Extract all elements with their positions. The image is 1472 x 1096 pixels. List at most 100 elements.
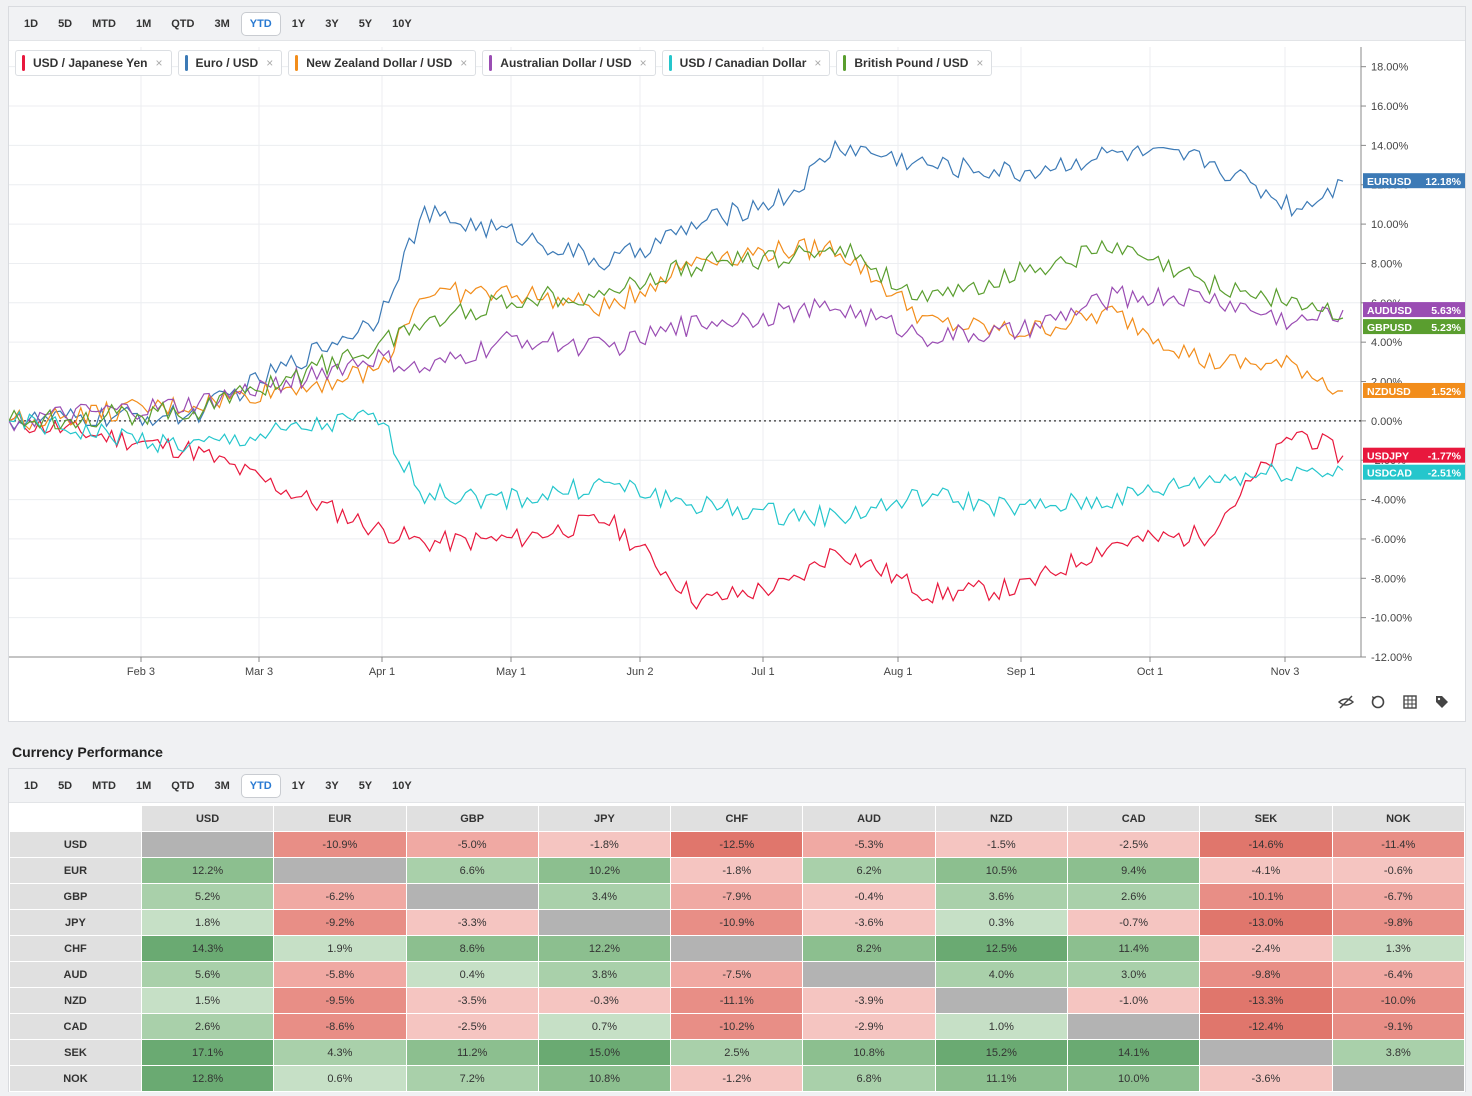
y-tick-label: -12.00% [1371,652,1412,664]
chart-range-qtd[interactable]: QTD [171,17,195,30]
matrix-cell: 1.8% [140,909,275,936]
matrix-cell: 10.8% [537,1065,672,1092]
series-line-usdjpy[interactable] [9,412,1344,610]
matrix-cell: -12.5% [670,831,804,858]
value-badge-bg [1363,302,1465,318]
matrix-cell: -2.9% [802,1013,936,1040]
matrix-col-header: NOK [1331,805,1466,832]
matrix-cell: -3.5% [405,987,539,1014]
matrix-row: AUD 5.6% -5.8% 0.4% 3.8% -7.5% 4.0% 3.0% -9.8% -6… [9,961,1466,988]
chart-range-10y[interactable]: 10Y [392,17,412,30]
legend-remove-icon[interactable]: × [155,56,163,70]
perf-range-3y[interactable]: 3Y [325,779,339,792]
reset-icon[interactable] [1369,693,1387,711]
matrix-cell [537,909,672,936]
matrix-cell: 9.4% [1066,857,1201,884]
fx-line-chart[interactable]: 18.00%16.00%14.00%12.00%10.00%8.00%6.00%… [9,41,1465,691]
legend-swatch [295,55,299,71]
tag-icon[interactable] [1433,693,1451,711]
x-tick-label: Jul 1 [751,666,774,678]
series-line-nzdusd[interactable] [9,238,1344,431]
y-tick-label: -4.00% [1371,495,1406,507]
chart-range-1m[interactable]: 1M [135,17,152,30]
perf-range-3m[interactable]: 3M [214,779,230,792]
perf-range-5y[interactable]: 5Y [358,779,373,792]
legend-remove-icon[interactable]: × [976,56,984,70]
perf-range-ytd[interactable]: YTD [240,773,281,798]
value-badge-name: AUDUSD [1367,305,1412,317]
matrix-cell: 3.6% [934,883,1068,910]
x-tick-label: Mar 3 [245,666,273,678]
matrix-cell: 12.8% [140,1065,275,1092]
matrix-row-header: NOK [9,1065,142,1092]
value-badge-bg [1363,464,1465,480]
series-line-usdcad[interactable] [9,409,1344,529]
matrix-cell [1066,1013,1201,1040]
legend-label: USD / Japanese Yen [33,56,148,70]
series-line-gbpusd[interactable] [9,239,1344,430]
legend-item[interactable]: Euro / USD × [177,50,283,76]
legend-remove-icon[interactable]: × [266,56,274,70]
perf-range-mtd[interactable]: MTD [92,779,116,792]
perf-range-1y[interactable]: 1Y [291,779,306,792]
chart-range-1d[interactable]: 1D [24,17,39,30]
series-line-audusd[interactable] [9,284,1344,432]
value-badge-bg [1363,319,1465,335]
legend-item[interactable]: USD / Canadian Dollar × [661,50,831,76]
chart-range-5y[interactable]: 5Y [358,17,373,30]
matrix-cell: -14.6% [1199,831,1333,858]
matrix-cell: -1.8% [537,831,672,858]
chart-range-3y[interactable]: 3Y [325,17,339,30]
y-tick-label: 16.00% [1371,101,1409,113]
value-badge-name: USDCAD [1367,468,1412,480]
chart-range-mtd[interactable]: MTD [92,17,116,30]
legend-item[interactable]: Australian Dollar / USD × [482,50,656,76]
legend-remove-icon[interactable]: × [639,56,647,70]
y-tick-label: 8.00% [1371,258,1402,270]
perf-range-10y[interactable]: 10Y [392,779,412,792]
matrix-cell: -9.2% [273,909,407,936]
perf-range-1d[interactable]: 1D [24,779,39,792]
legend-item[interactable]: USD / Japanese Yen × [15,50,172,76]
chart-range-5d[interactable]: 5D [58,17,73,30]
chart-legend: USD / Japanese Yen × Euro / USD × New Zealan… [15,50,998,76]
value-badge-name: GBPUSD [1367,322,1412,334]
performance-panel: 1D 5D MTD 1M QTD 3M YTD 1Y 3Y 5Y 10Y USD EUR GBP JPY C… [8,768,1466,1092]
perf-range-qtd[interactable]: QTD [171,779,195,792]
legend-swatch [843,55,847,71]
y-tick-label: 0.00% [1371,416,1402,428]
matrix-cell: -10.9% [273,831,407,858]
y-tick-label: 10.00% [1371,219,1409,231]
chart-range-1y[interactable]: 1Y [291,17,306,30]
matrix-cell: 2.6% [1066,883,1201,910]
hide-icon[interactable] [1337,693,1355,711]
matrix-cell: 7.2% [405,1065,539,1092]
matrix-cell: -9.8% [1199,961,1333,988]
legend-remove-icon[interactable]: × [814,56,822,70]
matrix-cell: 5.2% [140,883,275,910]
series-line-eurusd[interactable] [9,139,1344,431]
grid-icon[interactable] [1401,693,1419,711]
matrix-cell: 2.5% [670,1039,804,1066]
chart-range-3m[interactable]: 3M [214,17,230,30]
perf-range-1m[interactable]: 1M [135,779,152,792]
matrix-cell: 1.5% [140,987,275,1014]
legend-remove-icon[interactable]: × [460,56,468,70]
matrix-cell: 5.6% [140,961,275,988]
matrix-cell: -0.4% [802,883,936,910]
legend-item[interactable]: New Zealand Dollar / USD × [288,50,477,76]
chart-range-ytd[interactable]: YTD [240,11,281,36]
value-badge-value: -2.51% [1428,468,1462,480]
value-badge-value: 5.23% [1431,322,1461,334]
value-badge-name: EURUSD [1367,176,1412,188]
matrix-col-header: NZD [934,805,1068,832]
matrix-cell: -5.0% [405,831,539,858]
perf-range-5d[interactable]: 5D [58,779,73,792]
x-tick-label: Feb 3 [127,666,155,678]
matrix-cell: -3.3% [405,909,539,936]
matrix-cell: 1.3% [1331,935,1466,962]
matrix-cell: -13.0% [1199,909,1333,936]
matrix-cell: 10.5% [934,857,1068,884]
legend-item[interactable]: British Pound / USD × [836,50,993,76]
matrix-cell: 0.3% [934,909,1068,936]
